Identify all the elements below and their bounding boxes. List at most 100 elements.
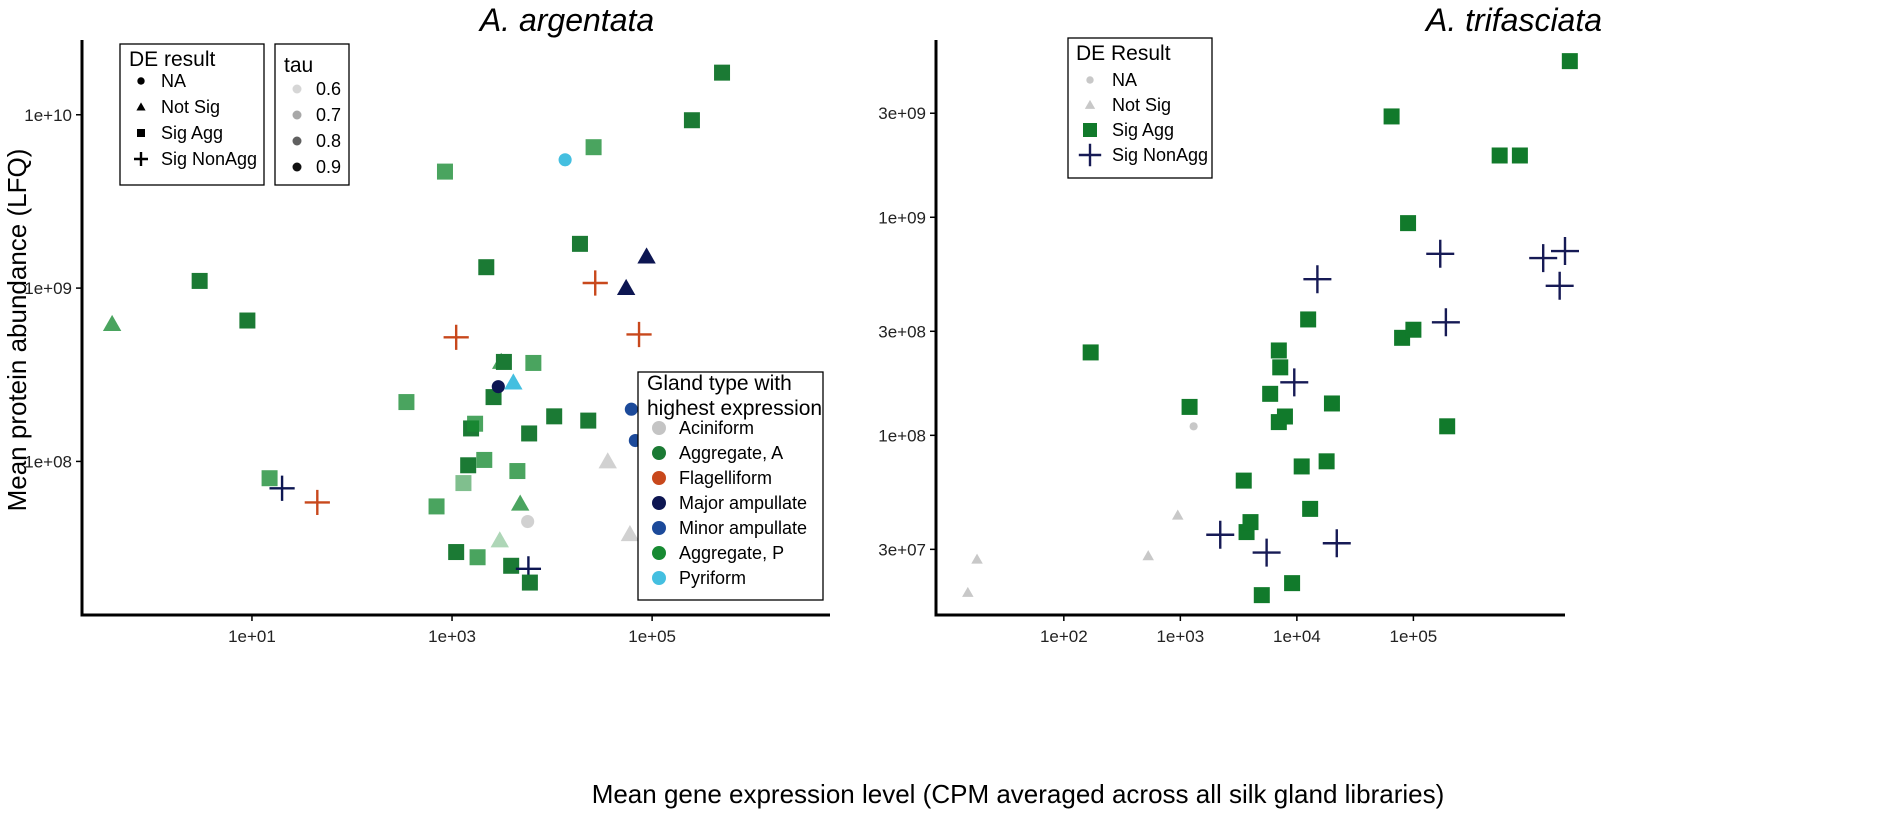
data-point xyxy=(962,586,974,597)
tau-legend-symbol xyxy=(292,110,302,120)
tau-legend-title: tau xyxy=(284,54,313,77)
gland-legend-symbol xyxy=(652,446,666,460)
de-result-legend-symbol xyxy=(1086,76,1094,84)
gland-legend-label: Pyriform xyxy=(679,568,746,588)
left-chart-title: A. argentata xyxy=(478,2,654,38)
gland-legend-label: Flagelliform xyxy=(679,468,772,488)
data-point xyxy=(455,475,472,492)
data-point xyxy=(261,470,278,487)
data-point xyxy=(714,64,731,81)
data-point xyxy=(239,312,256,329)
data-point xyxy=(521,574,538,591)
data-point xyxy=(436,163,453,180)
x-tick-label: 1e+01 xyxy=(228,627,276,646)
data-point xyxy=(476,451,493,468)
data-point xyxy=(1511,147,1528,164)
gland-legend-label: Major ampullate xyxy=(679,493,807,513)
data-point xyxy=(521,425,538,442)
de-legend-symbol xyxy=(136,102,146,111)
y-tick-label: 3e+09 xyxy=(878,104,926,123)
data-point xyxy=(1252,538,1281,567)
data-point xyxy=(1082,344,1099,361)
data-point xyxy=(1242,514,1259,531)
tau-legend-symbol xyxy=(292,162,302,172)
de-result-legend-symbol xyxy=(1084,99,1096,109)
gland-legend-label: Aciniform xyxy=(679,418,754,438)
tau-legend-label: 0.6 xyxy=(316,79,341,99)
data-point xyxy=(1171,509,1184,520)
y-tick-label: 1e+09 xyxy=(24,279,72,298)
data-point xyxy=(1491,147,1508,164)
gland-legend-label: Aggregate, P xyxy=(679,543,784,563)
de-result-legend-label: Sig Agg xyxy=(1112,120,1174,140)
data-point xyxy=(490,531,509,548)
tau-legend-label: 0.7 xyxy=(316,105,341,125)
tau-legend-label: 0.8 xyxy=(316,131,341,151)
x-tick-label: 1e+05 xyxy=(1390,627,1438,646)
de-legend-symbol xyxy=(137,129,145,137)
data-point xyxy=(467,415,484,432)
data-point xyxy=(1206,520,1235,549)
de-result-legend-symbol xyxy=(1083,123,1097,137)
data-point xyxy=(616,278,636,295)
data-point xyxy=(428,498,445,515)
gland-legend-title: Gland type with xyxy=(647,372,792,395)
de-result-legend-symbol xyxy=(1078,143,1102,167)
axis-line xyxy=(80,40,830,617)
data-point xyxy=(1551,237,1579,266)
gland-legend-symbol xyxy=(652,521,666,535)
y-tick-label: 1e+08 xyxy=(24,452,72,471)
data-point xyxy=(1272,359,1289,376)
data-point xyxy=(1545,271,1574,300)
data-point xyxy=(521,514,535,529)
data-point xyxy=(1276,408,1293,425)
data-point xyxy=(1431,308,1460,337)
data-point xyxy=(510,494,530,511)
data-point xyxy=(546,408,563,425)
data-point xyxy=(683,112,700,129)
data-point xyxy=(1405,321,1422,338)
trifasciata-panel: 1e+02 1e+03 1e+04 1e+05 3e+07 1e+08 3e+08 1e+09… xyxy=(878,40,1579,646)
data-point xyxy=(191,272,208,289)
data-point xyxy=(269,475,295,501)
data-point xyxy=(469,549,486,566)
de-result-legend-label: NA xyxy=(1112,70,1137,90)
tau-legend-label: 0.9 xyxy=(316,157,341,177)
x-tick-label: 1e+03 xyxy=(428,627,476,646)
gland-legend-symbol xyxy=(652,571,666,585)
data-point xyxy=(571,235,588,252)
gland-legend-symbol xyxy=(652,546,666,560)
data-point xyxy=(503,557,520,574)
de-legend-box xyxy=(119,43,265,186)
data-point xyxy=(582,270,608,296)
data-point xyxy=(1235,472,1252,489)
data-point xyxy=(1293,458,1310,475)
de-result-legend-title: DE Result xyxy=(1076,42,1171,65)
y-tick-label: 3e+07 xyxy=(878,540,926,559)
data-point xyxy=(1262,385,1279,402)
data-point xyxy=(1400,215,1417,232)
tau-legend-box xyxy=(274,43,350,186)
de-legend-title: DE result xyxy=(129,48,216,71)
y-tick-label: 1e+09 xyxy=(878,208,926,227)
data-point xyxy=(558,153,572,167)
data-point xyxy=(443,324,469,350)
y-tick-label: 1e+10 xyxy=(24,106,72,125)
data-point xyxy=(585,139,602,156)
data-point xyxy=(525,354,542,371)
data-point xyxy=(398,394,415,411)
data-point xyxy=(1318,453,1335,470)
de-legend-symbol xyxy=(137,77,145,85)
data-point xyxy=(1322,529,1351,558)
de-result-legend-label: Sig NonAgg xyxy=(1112,145,1208,165)
data-point xyxy=(495,353,512,370)
data-point xyxy=(1142,550,1154,561)
data-point xyxy=(448,544,465,561)
de-legend-symbol xyxy=(134,152,148,166)
x-tick-label: 1e+02 xyxy=(1040,627,1088,646)
data-point xyxy=(1303,265,1332,294)
axis-line xyxy=(934,40,1565,617)
data-point xyxy=(1181,398,1198,415)
gland-legend-symbol xyxy=(652,471,666,485)
